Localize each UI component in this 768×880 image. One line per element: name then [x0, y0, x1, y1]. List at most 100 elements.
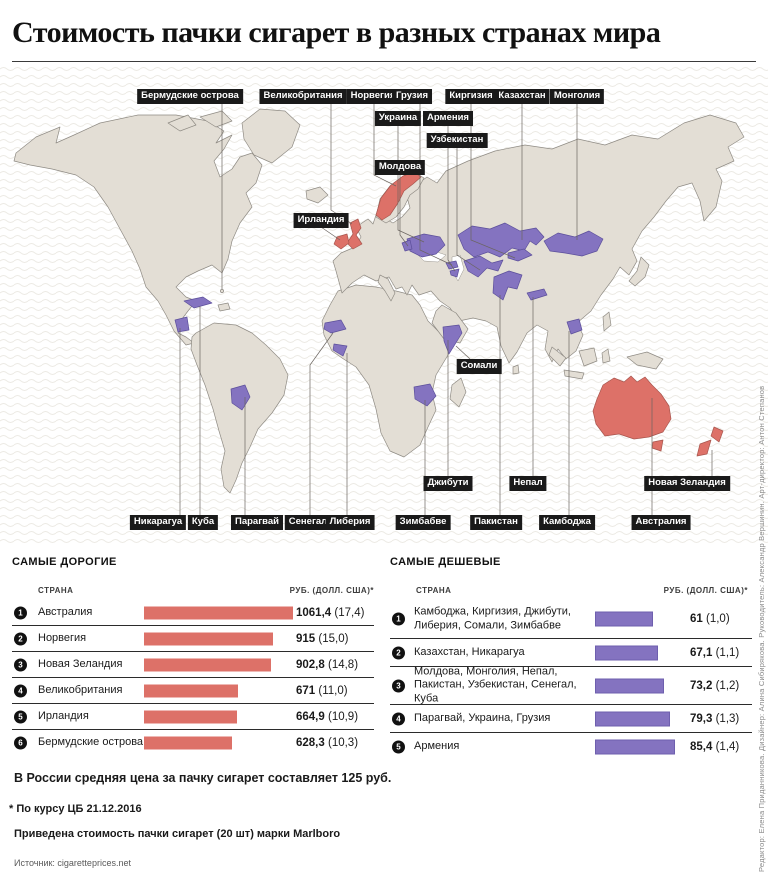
- peninsula-italy: [377, 274, 396, 302]
- country-kyrgyzstan: [507, 248, 533, 262]
- table-row: 3 Новая Зеландия 902,8 (14,8): [12, 652, 374, 678]
- table-row: 2 Казахстан, Никарагуа 67,1 (1,1): [390, 639, 752, 667]
- bar-group-2: [595, 645, 659, 660]
- island-philippines: [602, 311, 612, 332]
- map-label-somalia: Сомали: [456, 359, 502, 374]
- map-label-nepal: Непал: [509, 476, 547, 491]
- table-row: 2 Норвегия 915 (15,0): [12, 626, 374, 652]
- country-ireland: [333, 233, 350, 250]
- map-label-united-kingdom: Великобритания: [259, 89, 347, 104]
- country-senegal: [323, 319, 347, 334]
- table-row: 4 Великобритания 671 (11,0): [12, 678, 374, 704]
- rank-badge: 6: [14, 736, 27, 749]
- rank-badge: 1: [392, 612, 405, 626]
- island-madagascar: [449, 377, 467, 408]
- table-row: 5 Армения 85,4 (1,4): [390, 733, 752, 760]
- country-cambodia: [566, 318, 583, 335]
- price-value: 628,3 (10,3): [296, 736, 359, 749]
- exchange-rate-footnote: * По курсу ЦБ 21.12.2016: [9, 803, 142, 815]
- arctic-islands-2: [167, 114, 197, 132]
- map-label-bermuda: Бермудские острова: [137, 89, 243, 104]
- bar-australia: [144, 606, 294, 619]
- island-hispaniola: [217, 302, 231, 312]
- rank-badge: 5: [392, 740, 405, 753]
- price-value: 915 (15,0): [296, 632, 349, 645]
- cheap-table-heading: САМЫЕ ДЕШЕВЫЕ: [390, 556, 501, 568]
- map-label-kyrgyzstan: Киргизия: [445, 89, 497, 104]
- map-label-mongolia: Монголия: [549, 89, 605, 104]
- country-nepal: [526, 288, 548, 301]
- country-name: Норвегия: [38, 631, 87, 644]
- rank-badge: 2: [14, 632, 27, 645]
- country-name: Бермудские острова: [38, 735, 144, 748]
- country-cuba: [183, 296, 213, 309]
- rank-badge: 3: [392, 679, 405, 692]
- map-label-djibouti: Джибути: [423, 476, 473, 491]
- map-label-liberia: Либерия: [325, 515, 375, 530]
- country-zimbabwe: [413, 383, 437, 407]
- rank-badge: 1: [14, 606, 27, 619]
- country-armenia: [449, 268, 460, 278]
- map-label-nicaragua: Никарагуа: [129, 515, 187, 530]
- bar-group-3: [595, 678, 664, 693]
- expensive-table: САМЫЕ ДОРОГИЕ СТРАНА РУБ. (ДОЛЛ. США)* 1…: [12, 556, 374, 755]
- country-new-zealand-north: [710, 426, 724, 443]
- cheap-col-price: РУБ. (ДОЛЛ. США)*: [663, 586, 748, 595]
- bar-group-5: [595, 739, 676, 754]
- table-row: 1 Австралия 1061,4 (17,4): [12, 600, 374, 626]
- country-name: Молдова, Монголия, Непал, Пакистан, Узбе…: [414, 664, 577, 705]
- bar-group-4: [595, 711, 670, 726]
- island-borneo: [578, 347, 598, 367]
- bar-united-kingdom: [144, 684, 239, 697]
- map-label-moldova: Молдова: [374, 160, 426, 175]
- country-united-kingdom: [346, 218, 363, 250]
- title-divider: [12, 61, 756, 62]
- country-ukraine: [406, 233, 446, 258]
- country-pakistan: [492, 270, 523, 301]
- country-uzbekistan: [463, 255, 504, 278]
- island-bermuda: [220, 289, 224, 293]
- map-label-ireland: Ирландия: [293, 213, 349, 228]
- map-label-australia: Австралия: [631, 515, 691, 530]
- expensive-col-country: СТРАНА: [38, 586, 74, 595]
- map-label-norway: Норвегия: [346, 89, 400, 104]
- price-value: 79,3 (1,3): [690, 712, 740, 725]
- expensive-table-heading: САМЫЕ ДОРОГИЕ: [12, 556, 117, 568]
- map-label-cuba: Куба: [187, 515, 219, 530]
- country-name: Парагвай, Украина, Грузия: [414, 711, 551, 724]
- island-sumatra: [548, 346, 567, 367]
- table-row: 4 Парагвай, Украина, Грузия 79,3 (1,3): [390, 705, 752, 733]
- table-row: 3 Молдова, Монголия, Непал, Пакистан, Уз…: [390, 664, 752, 705]
- map-label-pakistan: Пакистан: [470, 515, 522, 530]
- cheap-table: САМЫЕ ДЕШЕВЫЕ СТРАНА РУБ. (ДОЛЛ. США)* 1…: [390, 556, 752, 760]
- price-value: 902,8 (14,8): [296, 658, 359, 671]
- map-label-uzbekistan: Узбекистан: [426, 133, 488, 148]
- price-value: 67,1 (1,1): [690, 646, 740, 659]
- country-name: Австралия: [38, 605, 93, 618]
- world-map-svg: [0, 65, 768, 545]
- map-label-cambodia: Камбоджа: [539, 515, 595, 530]
- bar-bermuda: [144, 736, 233, 749]
- country-kazakhstan: [457, 222, 545, 258]
- island-sri-lanka: [512, 364, 520, 375]
- island-iceland: [305, 186, 329, 204]
- country-mongolia: [543, 230, 604, 257]
- price-value: 73,2 (1,2): [690, 679, 740, 692]
- price-value: 671 (11,0): [296, 684, 348, 697]
- map-label-zimbabwe: Зимбабве: [395, 515, 451, 530]
- country-name: Казахстан, Никарагуа: [414, 645, 525, 658]
- map-label-paraguay: Парагвай: [231, 515, 283, 530]
- russia-average-price-note: В России средняя цена за пачку сигарет с…: [14, 771, 392, 785]
- price-value: 61 (1,0): [690, 613, 730, 625]
- country-name: Армения: [414, 739, 460, 752]
- map-label-kazakhstan: Казахстан: [494, 89, 550, 104]
- country-moldova: [401, 239, 413, 252]
- credits-vertical-text: Редактор: Елена Приданникова. Дизайнер: …: [757, 385, 766, 872]
- map-label-ukraine: Украина: [374, 111, 422, 126]
- rank-badge: 5: [14, 710, 27, 723]
- country-name: Ирландия: [38, 709, 89, 722]
- arctic-islands: [199, 110, 233, 128]
- map-label-georgia: Грузия: [392, 89, 432, 104]
- bar-group-1: [595, 611, 653, 627]
- bar-new-zealand: [144, 658, 271, 671]
